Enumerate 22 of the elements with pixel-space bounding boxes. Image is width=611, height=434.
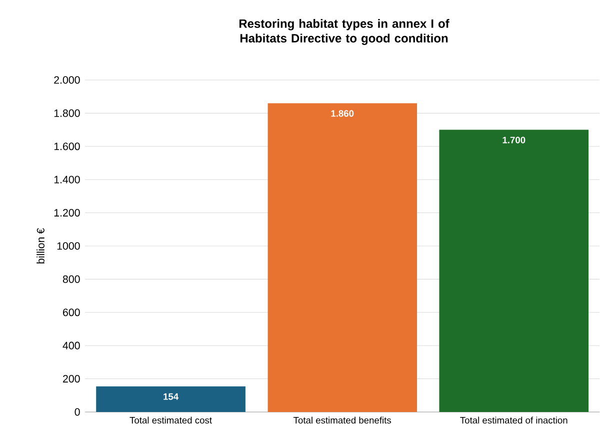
bar bbox=[439, 130, 589, 412]
chart-title: Restoring habitat types in annex I of Habitats Directive to good condition bbox=[239, 19, 450, 45]
y-tick-label: 1000 bbox=[57, 242, 80, 250]
y-tick-label: 2.000 bbox=[54, 76, 80, 84]
data-label: 1.860 bbox=[331, 110, 354, 117]
y-tick-label: 800 bbox=[62, 275, 80, 283]
y-tick-label: 1.200 bbox=[54, 209, 80, 217]
y-axis-title: billion € bbox=[36, 228, 44, 264]
y-tick-label: 1.800 bbox=[54, 109, 80, 117]
y-tick-label: 0 bbox=[74, 408, 80, 416]
bar bbox=[96, 386, 246, 412]
x-tick-label: Total estimated of inaction bbox=[460, 416, 568, 424]
y-tick-label: 1.600 bbox=[54, 142, 80, 150]
x-tick-label: Total estimated cost bbox=[130, 416, 212, 424]
y-tick-label: 400 bbox=[62, 342, 80, 350]
y-tick-label: 1.400 bbox=[54, 176, 80, 184]
data-label: 1.700 bbox=[502, 136, 526, 144]
y-tick-label: 200 bbox=[63, 375, 80, 383]
data-label: 154 bbox=[164, 393, 179, 400]
bar bbox=[268, 103, 417, 412]
y-tick-label: 600 bbox=[63, 308, 80, 316]
x-tick-label: Total estimated benefits bbox=[294, 416, 392, 424]
